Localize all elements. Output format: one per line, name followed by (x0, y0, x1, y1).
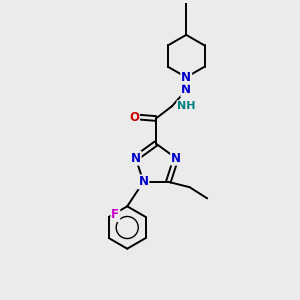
Text: O: O (129, 110, 139, 124)
Text: N: N (131, 152, 141, 165)
Text: NH: NH (177, 101, 196, 111)
Text: F: F (111, 208, 119, 221)
Text: N: N (138, 176, 148, 188)
Text: N: N (181, 71, 191, 84)
Text: N: N (181, 83, 191, 96)
Text: N: N (171, 152, 181, 165)
